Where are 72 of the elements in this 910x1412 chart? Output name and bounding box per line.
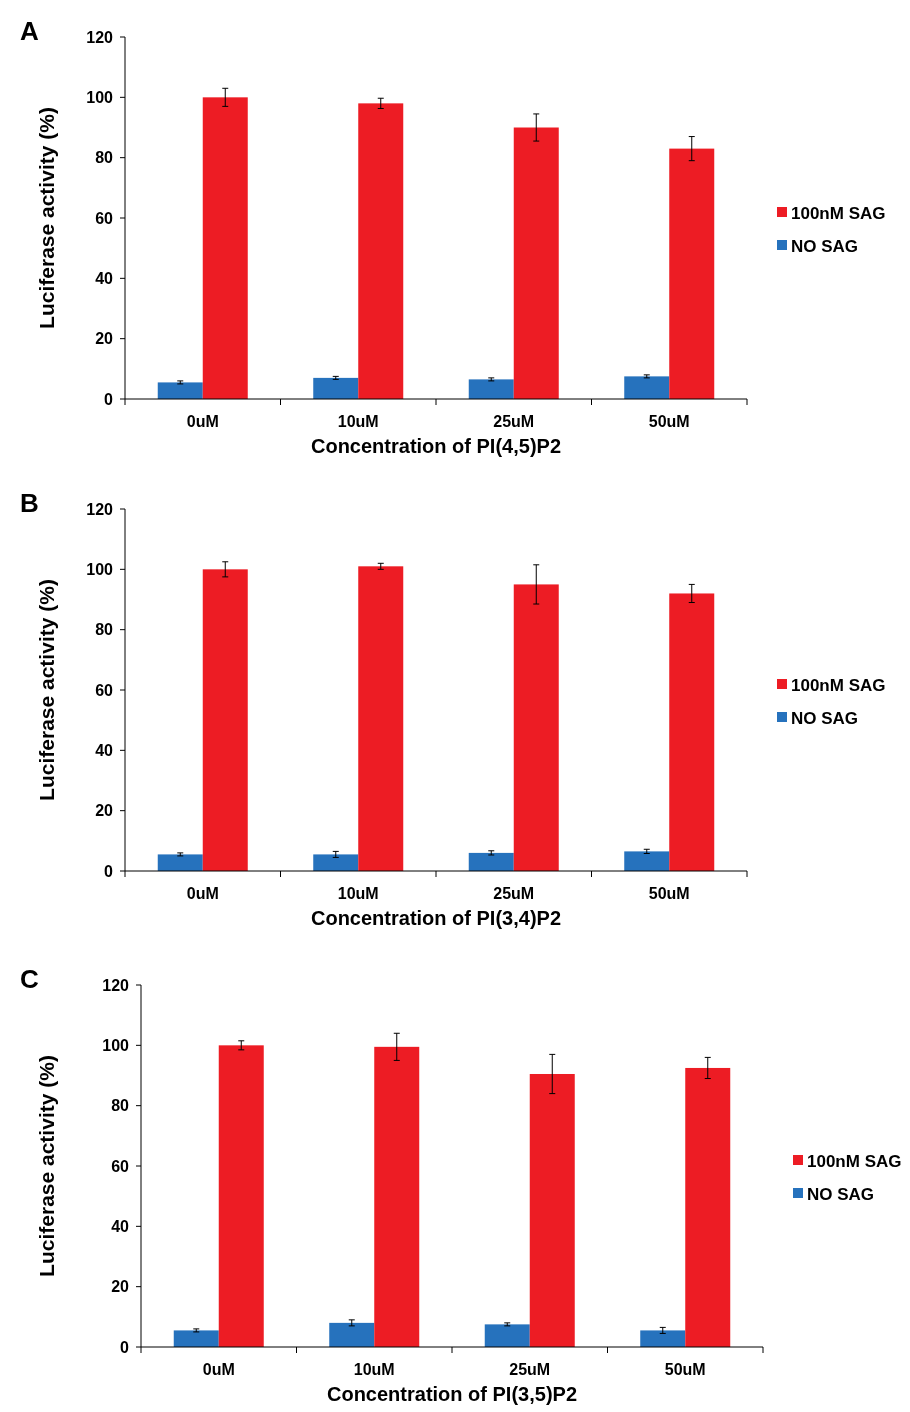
y-tick-label: 120 xyxy=(86,28,114,46)
x-tick-label: 50uM xyxy=(648,413,690,430)
y-tick-label: 40 xyxy=(95,269,114,287)
y-tick-label: 80 xyxy=(95,149,114,167)
bar xyxy=(468,852,514,871)
y-tick-label: 40 xyxy=(111,1217,130,1235)
bar xyxy=(202,97,248,399)
y-tick-label: 80 xyxy=(95,621,114,639)
legend-label: NO SAG xyxy=(807,1184,875,1204)
y-tick-label: 0 xyxy=(120,1338,130,1356)
bar xyxy=(329,1322,375,1347)
bar xyxy=(157,382,203,399)
bar xyxy=(669,593,715,871)
bar xyxy=(513,127,559,399)
y-tick-label: 0 xyxy=(104,390,114,408)
y-tick-label: 0 xyxy=(104,862,114,880)
bar xyxy=(468,379,514,399)
y-tick-label: 20 xyxy=(111,1278,130,1296)
y-tick-label: 20 xyxy=(95,330,114,348)
x-tick-label: 10uM xyxy=(337,413,379,430)
y-tick-label: 40 xyxy=(95,741,114,759)
bar xyxy=(640,1330,686,1347)
x-tick-label: 10uM xyxy=(353,1361,395,1378)
legend-label: NO SAG xyxy=(791,708,859,728)
y-axis-title: Luciferase activity (%) xyxy=(35,107,58,329)
bar xyxy=(358,566,404,871)
bar xyxy=(529,1073,575,1347)
legend-label: 100nM SAG xyxy=(791,675,886,695)
bar xyxy=(173,1330,219,1347)
x-axis-title: Concentration of PI(3,5)P2 xyxy=(326,1383,578,1405)
bar xyxy=(685,1067,731,1347)
legend-label: 100nM SAG xyxy=(791,203,886,223)
bar xyxy=(313,854,359,871)
x-tick-label: 0uM xyxy=(202,1361,235,1378)
legend-label: NO SAG xyxy=(791,236,859,256)
x-tick-label: 25uM xyxy=(493,413,535,430)
y-tick-label: 100 xyxy=(102,1036,130,1054)
y-axis-title: Luciferase activity (%) xyxy=(35,579,58,801)
y-tick-label: 60 xyxy=(95,209,114,227)
x-axis-title: Concentration of PI(4,5)P2 xyxy=(310,435,562,457)
legend-label: 100nM SAG xyxy=(807,1151,902,1171)
bar xyxy=(624,851,670,871)
bar xyxy=(624,376,670,399)
chart-title: B xyxy=(20,488,39,518)
y-tick-label: 120 xyxy=(86,500,114,518)
y-tick-label: 20 xyxy=(95,802,114,820)
bar xyxy=(157,854,203,871)
bar xyxy=(669,148,715,399)
bar xyxy=(374,1046,420,1347)
y-tick-label: 60 xyxy=(111,1157,130,1175)
x-tick-label: 25uM xyxy=(493,885,535,902)
y-tick-label: 80 xyxy=(111,1097,130,1115)
x-tick-label: 50uM xyxy=(648,885,690,902)
x-axis-title: Concentration of PI(3,4)P2 xyxy=(310,907,562,929)
x-tick-label: 0uM xyxy=(186,885,219,902)
bar xyxy=(484,1324,530,1347)
chart-title: A xyxy=(20,16,39,46)
bar xyxy=(358,103,404,399)
chart-title: C xyxy=(20,964,39,994)
bar xyxy=(313,377,359,399)
y-tick-label: 100 xyxy=(86,560,114,578)
bar xyxy=(202,569,248,871)
y-axis-title: Luciferase activity (%) xyxy=(35,1055,58,1277)
y-tick-label: 60 xyxy=(95,681,114,699)
x-tick-label: 10uM xyxy=(337,885,379,902)
bar xyxy=(513,584,559,871)
y-tick-label: 120 xyxy=(102,976,130,994)
bar xyxy=(218,1045,264,1347)
x-tick-label: 25uM xyxy=(509,1361,551,1378)
y-tick-label: 100 xyxy=(86,88,114,106)
x-tick-label: 0uM xyxy=(186,413,219,430)
x-tick-label: 50uM xyxy=(664,1361,706,1378)
